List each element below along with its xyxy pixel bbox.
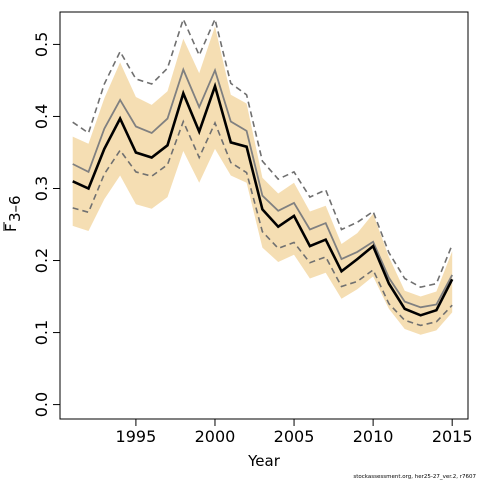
y-tick-label: 0.5: [32, 32, 51, 57]
alternative-ci-lower-line: [72, 119, 453, 327]
x-tick-label: 2010: [353, 427, 394, 446]
y-axis-title: F 3–6: [2, 195, 24, 232]
footer-note: stockassessment.org, her25-27_ver.2, r76…: [353, 474, 476, 480]
x-tick-label: 2015: [432, 427, 473, 446]
alternative-ci-upper-line: [72, 16, 453, 289]
plot-frame: [59, 11, 469, 420]
x-tick-label: 1995: [116, 427, 157, 446]
y-axis-title-subscript: 3–6: [6, 195, 24, 222]
y-axis: 0.0 0.1 0.2 0.3 0.4 0.5: [32, 32, 60, 417]
y-axis-title-text: F: [2, 223, 20, 232]
y-tick-label: 0.1: [32, 320, 51, 345]
y-tick-label: 0.4: [32, 104, 51, 129]
y-tick-label: 0.2: [32, 248, 51, 273]
x-axis: 1995 2000 2005 2010 2015: [116, 419, 473, 446]
estimate-line: [72, 81, 454, 317]
x-tick-label: 2000: [195, 427, 236, 446]
y-tick-label: 0.3: [32, 176, 51, 201]
y-tick-label: 0.0: [32, 392, 51, 417]
x-tick-label: 2005: [274, 427, 315, 446]
alternative-line: [72, 67, 453, 309]
x-axis-title: Year: [247, 452, 281, 470]
